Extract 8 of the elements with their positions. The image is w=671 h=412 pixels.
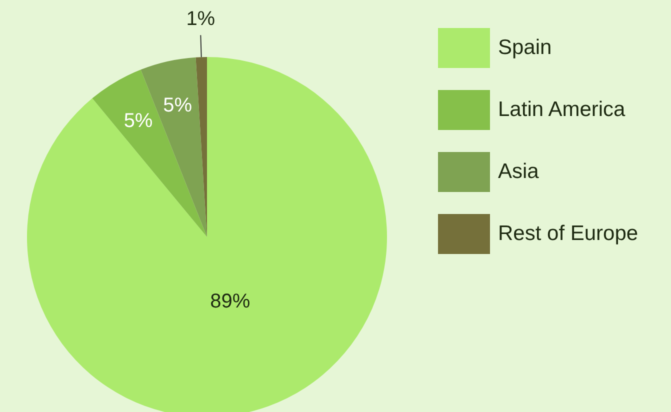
data-label: 5%: [163, 94, 192, 116]
legend-label: Spain: [498, 36, 552, 60]
legend-label: Rest of Europe: [498, 222, 638, 246]
legend-label: Asia: [498, 160, 539, 184]
data-label: 89%: [210, 290, 250, 312]
data-label: 1%: [186, 8, 216, 30]
legend-label: Latin America: [498, 98, 626, 122]
data-label: 5%: [124, 110, 153, 132]
